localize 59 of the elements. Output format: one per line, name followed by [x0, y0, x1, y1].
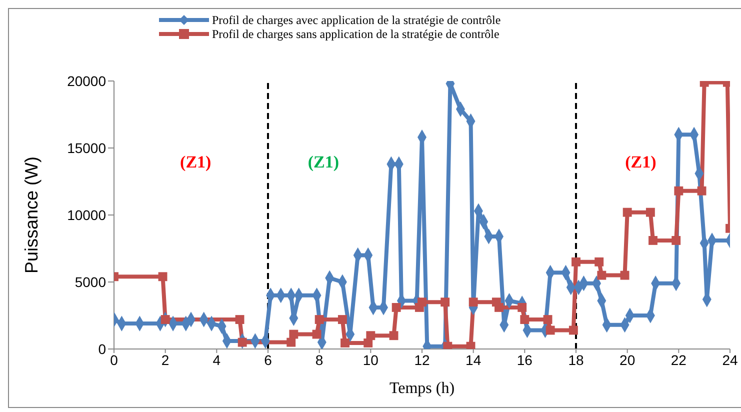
y-tick-label: 15000 — [67, 140, 106, 156]
x-axis-title: Temps (h) — [389, 380, 455, 397]
x-tick-label: 18 — [568, 352, 584, 368]
point — [543, 315, 552, 324]
point — [418, 298, 426, 307]
x-tick-label: 6 — [264, 352, 272, 368]
x-tick-label: 22 — [670, 352, 687, 368]
point — [568, 326, 578, 335]
x-tick-label: 0 — [110, 352, 118, 368]
y-tick-label: 20000 — [67, 72, 106, 89]
legend-label: Profil de charges avec application de la stratégie de contrôle — [212, 13, 501, 27]
x-tick-label: 12 — [414, 352, 430, 368]
x-tick-label: 2 — [161, 352, 170, 368]
point — [340, 338, 350, 348]
x-tick-label: 24 — [722, 352, 738, 368]
point — [389, 331, 398, 340]
point — [494, 302, 504, 312]
x-tick-label: 20 — [620, 352, 636, 368]
point — [366, 331, 376, 340]
x-tick-label: 4 — [212, 352, 221, 368]
point — [160, 315, 170, 324]
point — [440, 298, 450, 307]
point — [468, 298, 478, 307]
x-tick-label: 8 — [315, 352, 324, 368]
legend-label: Profil de charges sans application de la stratégie de contrôle — [212, 27, 500, 41]
point — [674, 186, 684, 196]
point — [314, 315, 324, 324]
point — [518, 302, 527, 312]
point — [594, 257, 604, 266]
point — [158, 272, 168, 282]
y-tick-label: 5000 — [74, 274, 106, 290]
y-axis-title: Puissance (W) — [21, 156, 42, 274]
x-tick-label: 10 — [362, 352, 379, 368]
point — [597, 270, 606, 280]
point — [622, 208, 632, 217]
x-tick-label: 14 — [466, 352, 482, 368]
point — [620, 270, 630, 280]
point — [646, 208, 655, 217]
point — [520, 315, 530, 324]
point — [289, 330, 298, 339]
point — [672, 236, 681, 245]
point — [443, 342, 452, 349]
point — [338, 315, 347, 324]
point — [572, 257, 580, 266]
point — [286, 338, 296, 347]
point — [697, 186, 706, 196]
x-tick-label: 16 — [516, 352, 533, 368]
annotation: (Z1) — [180, 152, 212, 172]
y-tick-label: 0 — [98, 340, 106, 357]
point — [648, 236, 658, 245]
point — [546, 326, 555, 335]
point — [466, 342, 476, 349]
annotation: (Z1) — [625, 152, 656, 172]
point — [235, 315, 244, 324]
y-tick-label: 10000 — [67, 206, 106, 223]
point — [392, 302, 401, 312]
point — [238, 338, 247, 347]
annotation: (Z1) — [308, 152, 340, 172]
point — [312, 330, 322, 339]
